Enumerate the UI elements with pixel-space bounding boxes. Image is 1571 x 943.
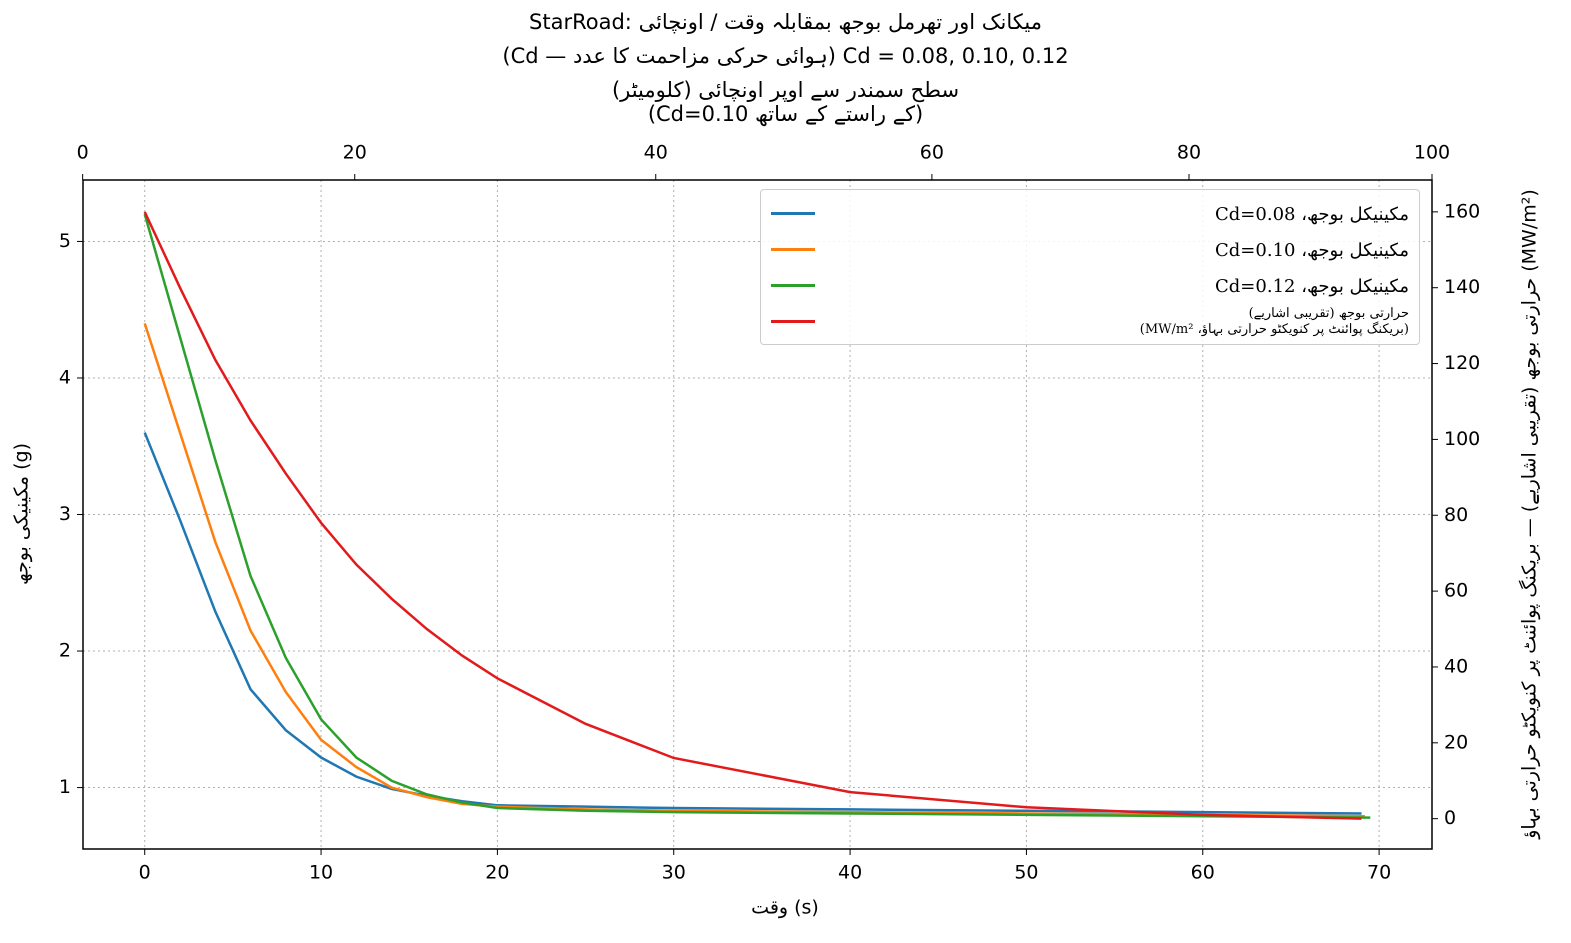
series-line xyxy=(143,211,1362,820)
x-axis-label: وقت (s) xyxy=(751,897,819,919)
series-line xyxy=(143,322,1366,818)
legend-label: حرارتی بوجھ (تقریبی اشاریے) (بریکنگ پوائ… xyxy=(1139,306,1409,337)
y2-tick-label: 100 xyxy=(1444,428,1480,450)
x2-axis-label: سطح سمندر سے اوپر اونچائی (کلومیٹر) (Cd=… xyxy=(611,78,960,126)
legend-entry: مکینیکل بوجھ، Cd=0.12 xyxy=(761,268,1419,304)
legend-label: مکینیکل بوجھ، Cd=0.10 xyxy=(1215,239,1409,261)
series-line xyxy=(143,213,1371,819)
legend-swatch xyxy=(771,248,815,251)
y2-axis-label: حرارتی بوجھ (تقریبی اشاریے) — بریکنگ پوا… xyxy=(1519,189,1541,840)
x-tick-label: 70 xyxy=(1367,862,1391,884)
y2-tick-label: 140 xyxy=(1444,276,1480,298)
y-tick-label: 2 xyxy=(59,640,71,662)
x-tick-label: 60 xyxy=(1191,862,1215,884)
legend-swatch xyxy=(771,212,815,215)
x2-tick-label: 0 xyxy=(77,142,89,164)
x-tick-label: 0 xyxy=(139,862,151,884)
y2-tick-label: 20 xyxy=(1444,731,1468,753)
series-line xyxy=(143,432,1362,815)
x-tick-label: 10 xyxy=(309,862,333,884)
x2-tick-label: 80 xyxy=(1177,142,1201,164)
y-axis-label: مکینیکی بوجھ (g) xyxy=(11,443,33,585)
legend-entry: حرارتی بوجھ (تقریبی اشاریے) (بریکنگ پوائ… xyxy=(761,304,1419,340)
y-tick-label: 5 xyxy=(59,230,71,252)
plot-frame xyxy=(82,179,1433,850)
legend-entry: مکینیکل بوجھ، Cd=0.10 xyxy=(761,232,1419,268)
y-tick-label: 1 xyxy=(59,776,71,798)
x2-tick-label: 100 xyxy=(1414,142,1450,164)
y2-tick-label: 80 xyxy=(1444,504,1468,526)
x-tick-label: 20 xyxy=(485,862,509,884)
x-tick-label: 30 xyxy=(662,862,686,884)
y2-tick-label: 160 xyxy=(1444,200,1480,222)
x-tick-label: 50 xyxy=(1014,862,1038,884)
y2-tick-label: 0 xyxy=(1444,807,1456,829)
x2-tick-label: 20 xyxy=(343,142,367,164)
legend-label: مکینیکل بوجھ، Cd=0.12 xyxy=(1215,275,1409,297)
x2-tick-label: 40 xyxy=(644,142,668,164)
legend-label: مکینیکل بوجھ، Cd=0.08 xyxy=(1215,203,1409,225)
y-tick-label: 3 xyxy=(59,503,71,525)
y-tick-label: 4 xyxy=(59,366,71,388)
x-tick-label: 40 xyxy=(838,862,862,884)
x2-tick-label: 60 xyxy=(920,142,944,164)
y2-tick-label: 40 xyxy=(1444,655,1468,677)
y2-tick-label: 120 xyxy=(1444,352,1480,374)
chart-subtitle: (Cd — ہوائی حرکی مزاحمت کا عدد) Cd = 0.0… xyxy=(502,44,1069,68)
legend: مکینیکل بوجھ، Cd=0.08 مکینیکل بوجھ، Cd=0.… xyxy=(760,189,1420,345)
legend-swatch xyxy=(771,320,815,323)
chart-title: StarRoad: میکانک اور تھرمل بوجھ بمقابلہ … xyxy=(529,10,1042,34)
legend-entry: مکینیکل بوجھ، Cd=0.08 xyxy=(761,196,1419,232)
legend-swatch xyxy=(771,284,815,287)
y2-tick-label: 60 xyxy=(1444,580,1468,602)
